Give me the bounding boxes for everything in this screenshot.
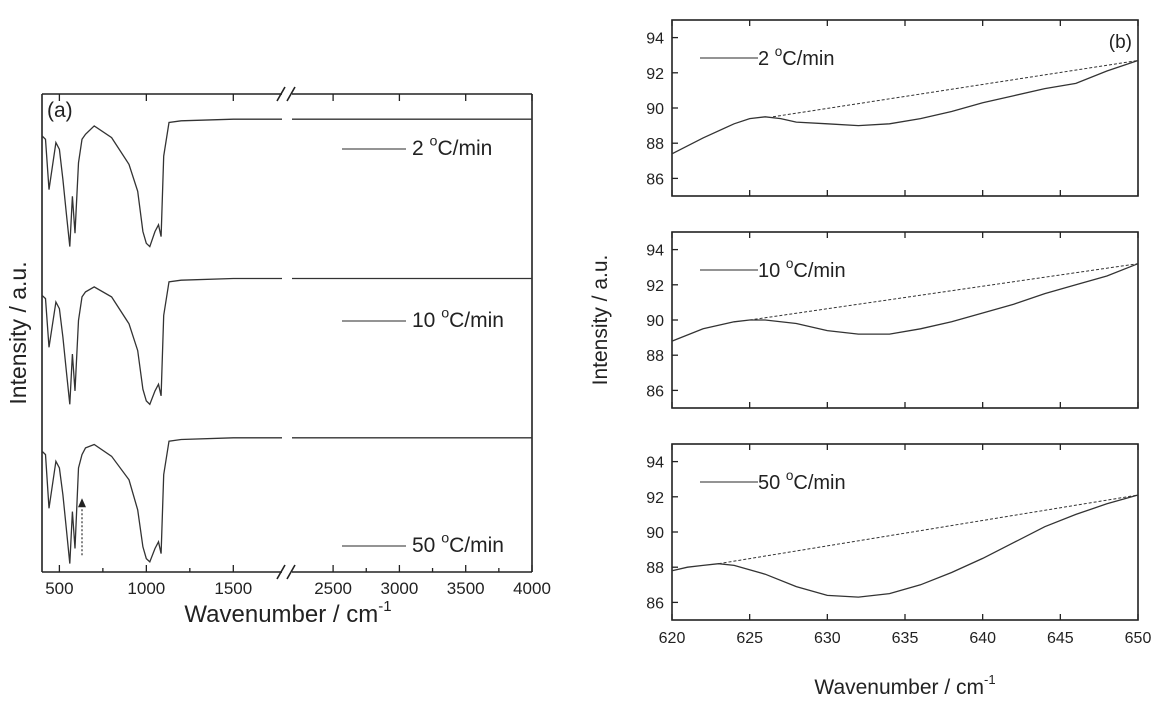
panel-a-x-tick-label: 3000 — [380, 579, 418, 598]
panel-b-y-tick-label: 90 — [646, 525, 664, 542]
panel-b-x-tick-label: 620 — [659, 630, 686, 647]
panel-a-break-mark — [276, 86, 286, 102]
panel-b-subplot-0-trace — [671, 59, 1139, 155]
panel-b-legend-label-main: 10 — [758, 260, 786, 282]
panel-a-x-axis-label: Wavenumber / cm-1 — [184, 598, 391, 628]
panel-b-subplot-1: 86 88 90 92 94 10 oC/min — [646, 231, 1139, 409]
panel-a-legend-label-tail: C/min — [437, 137, 492, 160]
panel-a-x-axis-label-sup: -1 — [378, 598, 391, 615]
panel-b-subplot-2-baseline — [718, 494, 1139, 565]
panel-b-subplot-1-baseline — [749, 263, 1139, 321]
panel-b-x-axis-label: Wavenumber / cm-1 — [814, 672, 995, 699]
panel-a-series-2-trace — [41, 437, 282, 564]
panel-b-legend-label-sup: o — [775, 44, 783, 59]
panel-b-subplot-0-baseline — [772, 59, 1139, 118]
panel-b-legend-label: 10 oC/min — [758, 256, 846, 282]
panel-b-x-tick-label: 650 — [1125, 630, 1152, 647]
panel-b-y-tick-label: 94 — [646, 455, 664, 472]
panel-b-x-axis-label-main: Wavenumber / cm — [814, 676, 984, 699]
panel-b-y-tick-label: 92 — [646, 66, 664, 83]
panel-b-x-axis-label-sup: -1 — [984, 672, 996, 687]
panel-b-y-tick-label: 94 — [646, 31, 664, 48]
panel-a-legend-label-sup: o — [441, 531, 449, 547]
panel-a-x-tick-label: 1000 — [127, 579, 165, 598]
panel-b-legend-label-tail: C/min — [793, 472, 845, 494]
panel-a-break-mark — [286, 564, 296, 580]
panel-a-x-tick-label: 4000 — [513, 579, 551, 598]
panel-b-subplot-frame — [671, 231, 1139, 409]
panel-a-legend-label-main: 2 — [412, 137, 430, 160]
panel-b-x-tick-label: 625 — [736, 630, 763, 647]
panel-b-legend-label: 2 oC/min — [758, 44, 834, 70]
panel-b-y-axis-label: Intensity / a.u. — [589, 255, 612, 386]
panel-b-subplot-2: 86 88 90 92 94 50 oC/min — [646, 443, 1139, 621]
panel-b-subplot-1-trace — [671, 263, 1139, 342]
panel-b-legend-label-main: 2 — [758, 48, 775, 70]
panel-b-legend-label-main: 50 — [758, 472, 786, 494]
panel-b-subplot-frame — [671, 19, 1139, 197]
panel-a-legend-label-tail: C/min — [449, 534, 504, 557]
panel-a-legend-label-sup: o — [441, 306, 449, 322]
panel-a-legend-label-sup: o — [430, 134, 438, 150]
panel-b-x-tick-label: 635 — [892, 630, 919, 647]
panel-a-legend-label: 50 oC/min — [412, 531, 504, 557]
panel-b-y-tick-label: 92 — [646, 278, 664, 295]
panel-b-legend-label-tail: C/min — [782, 48, 834, 70]
panel-b-y-tick-label: 88 — [646, 348, 664, 365]
panel-b-x-tick-label: 630 — [814, 630, 841, 647]
panel-a-legend-label-main: 10 — [412, 309, 441, 332]
panel-a-break-mark — [286, 86, 296, 102]
panel-b-y-tick-label: 88 — [646, 136, 664, 153]
panel-a-x-axis-label-main: Wavenumber / cm — [184, 601, 378, 628]
panel-a-x-tick-label: 500 — [45, 579, 73, 598]
panel-b-x-tick-label: 640 — [969, 630, 996, 647]
panel-b-y-tick-label: 90 — [646, 101, 664, 118]
panel-b-y-tick-label: 92 — [646, 490, 664, 507]
panel-a-x-tick-label: 2500 — [314, 579, 352, 598]
panel-b-y-tick-label: 86 — [646, 171, 664, 188]
panel-b-subplot-frame — [671, 443, 1139, 621]
panel-b-y-tick-label: 86 — [646, 595, 664, 612]
panel-b-y-tick-label: 94 — [646, 243, 664, 260]
panel-b-y-tick-label: 86 — [646, 383, 664, 400]
panel-a-legend-label: 10 oC/min — [412, 306, 504, 332]
panel-a-legend-label-tail: C/min — [449, 309, 504, 332]
panel-b-legend-label-tail: C/min — [793, 260, 845, 282]
panel-a-series-1-trace — [41, 277, 282, 406]
panel-b-x-tick-label: 645 — [1047, 630, 1074, 647]
panel-a-legend-label-main: 50 — [412, 534, 441, 557]
panel-b-legend-label-sup: o — [786, 256, 794, 271]
panel-a-series-0-trace — [41, 118, 282, 248]
panel-b-subplot-2-trace — [671, 494, 1139, 598]
panel-b-y-tick-label: 88 — [646, 560, 664, 577]
panel-a-arrow-head — [78, 498, 86, 508]
panel-b-label: (b) — [1109, 32, 1132, 53]
panel-a-x-tick-label: 3500 — [447, 579, 485, 598]
panel-b-legend-label: 50 oC/min — [758, 468, 846, 494]
panel-a-x-tick-label: 1500 — [214, 579, 252, 598]
panel-a-y-axis-label: Intensity / a.u. — [5, 261, 31, 404]
panel-b-legend-label-sup: o — [786, 468, 794, 483]
panel-a-break-mark — [276, 564, 286, 580]
panel-b-y-tick-label: 90 — [646, 313, 664, 330]
panel-b-subplot-0: 86 88 90 92 94 2 oC/min — [646, 19, 1139, 197]
panel-a-legend-label: 2 oC/min — [412, 134, 492, 160]
panel-a-label: (a) — [47, 99, 73, 122]
